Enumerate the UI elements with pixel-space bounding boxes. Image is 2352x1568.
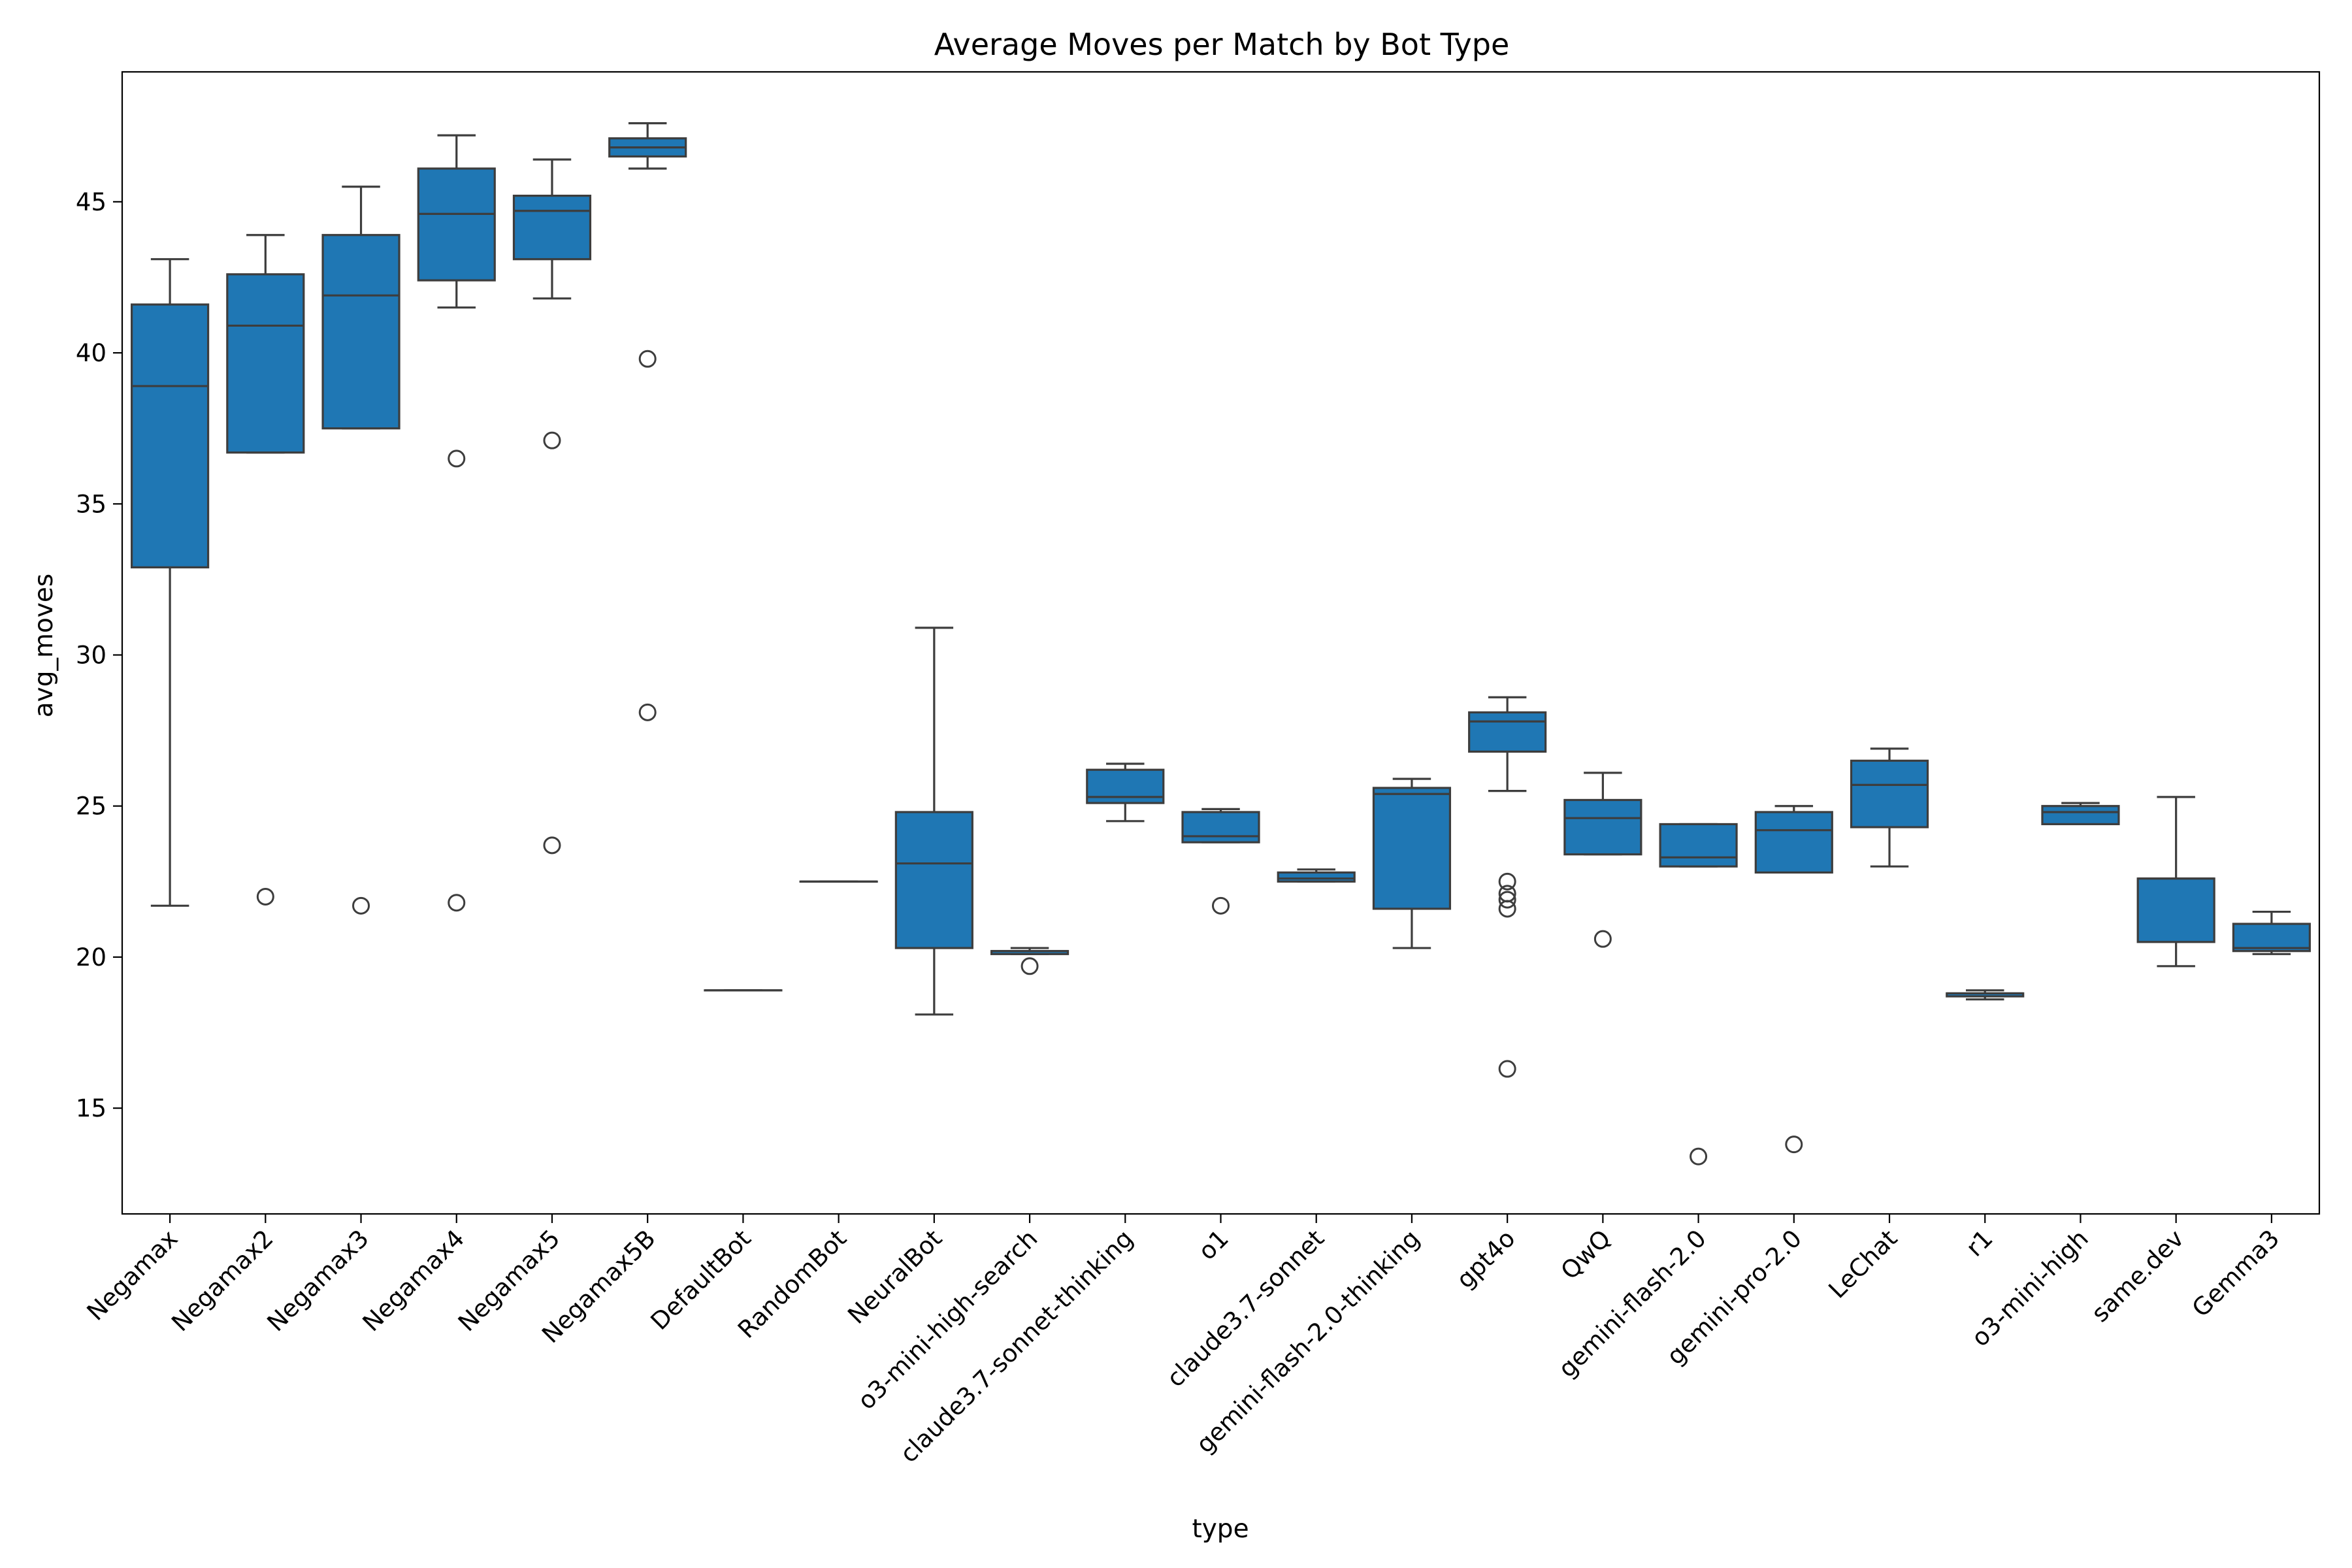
box-Negamax3	[321, 186, 400, 915]
outlier-point	[543, 836, 561, 855]
box-NeuralBot	[894, 627, 973, 1016]
box-o3-mini-high	[2041, 802, 2120, 826]
outlier-point	[1785, 1135, 1803, 1154]
iqr-box	[1277, 871, 1356, 883]
box-QwQ	[1563, 772, 1642, 948]
plot-area-frame	[121, 71, 2321, 1215]
y-tick-label: 15	[76, 1094, 106, 1122]
outlier-point	[448, 894, 466, 912]
box-Negamax5B	[608, 122, 687, 721]
box-gemini-flash-2.0-thinking	[1372, 777, 1452, 949]
outlier-point	[543, 431, 561, 449]
boxes-layer	[131, 122, 2311, 1166]
iqr-box	[894, 811, 973, 949]
outlier-point	[256, 887, 274, 906]
outlier-point	[1021, 957, 1039, 975]
iqr-box	[2136, 877, 2215, 943]
y-tick-label: 35	[76, 490, 106, 518]
outlier-point	[1498, 1060, 1516, 1078]
y-tick-label: 40	[76, 339, 106, 367]
iqr-box	[1850, 759, 1929, 828]
iqr-box	[1563, 798, 1642, 856]
y-axis-title: avg_moves	[29, 574, 59, 717]
outlier-point	[1593, 930, 1612, 948]
box-Negamax2	[226, 234, 305, 906]
iqr-box	[1659, 823, 1738, 868]
iqr-box	[1086, 768, 1165, 804]
iqr-box	[1468, 711, 1547, 753]
iqr-box	[2041, 805, 2120, 826]
iqr-box	[131, 303, 210, 568]
outlier-point	[1212, 896, 1230, 915]
outlier-point	[1498, 900, 1516, 918]
outlier-point	[1690, 1147, 1708, 1166]
box-claude3.7-sonnet	[1277, 868, 1356, 883]
y-axis: 15 20 25 30 35 40 45	[76, 188, 122, 1122]
box-Gemma3	[2232, 910, 2311, 955]
box-claude3.7-sonnet-thinking	[1086, 762, 1165, 823]
box-gemini-flash-2.0	[1659, 823, 1738, 1166]
outlier-point	[1498, 872, 1516, 890]
y-tick-label: 25	[76, 792, 106, 821]
box-LeChat	[1850, 747, 1929, 868]
x-axis-title: type	[1192, 1514, 1249, 1544]
box-gemini-pro-2.0	[1754, 805, 1833, 1154]
iqr-box	[1754, 811, 1833, 874]
iqr-box	[1372, 787, 1452, 910]
iqr-box	[226, 273, 305, 454]
outlier-point	[638, 703, 657, 721]
box-Negamax5	[512, 158, 592, 855]
box-o1	[1181, 808, 1260, 915]
outlier-point	[448, 449, 466, 468]
iqr-box	[2232, 923, 2311, 953]
y-tick-label: 45	[76, 188, 106, 216]
chart-title: Average Moves per Match by Bot Type	[934, 27, 1510, 62]
iqr-box	[321, 234, 400, 430]
box-Negamax	[131, 258, 210, 907]
outlier-point	[1498, 890, 1516, 909]
iqr-box	[1181, 811, 1260, 843]
iqr-box	[512, 194, 592, 261]
iqr-box	[417, 167, 496, 282]
outlier-point	[638, 350, 657, 368]
box-o3-mini-high-search	[990, 947, 1070, 975]
y-tick-label: 20	[76, 943, 106, 972]
outlier-point	[352, 896, 370, 915]
box-gpt4o	[1468, 696, 1547, 1078]
box-Negamax4	[417, 134, 496, 912]
box-r1	[1946, 989, 2025, 1001]
y-tick-label: 30	[76, 641, 106, 669]
box-same.dev	[2136, 796, 2215, 968]
